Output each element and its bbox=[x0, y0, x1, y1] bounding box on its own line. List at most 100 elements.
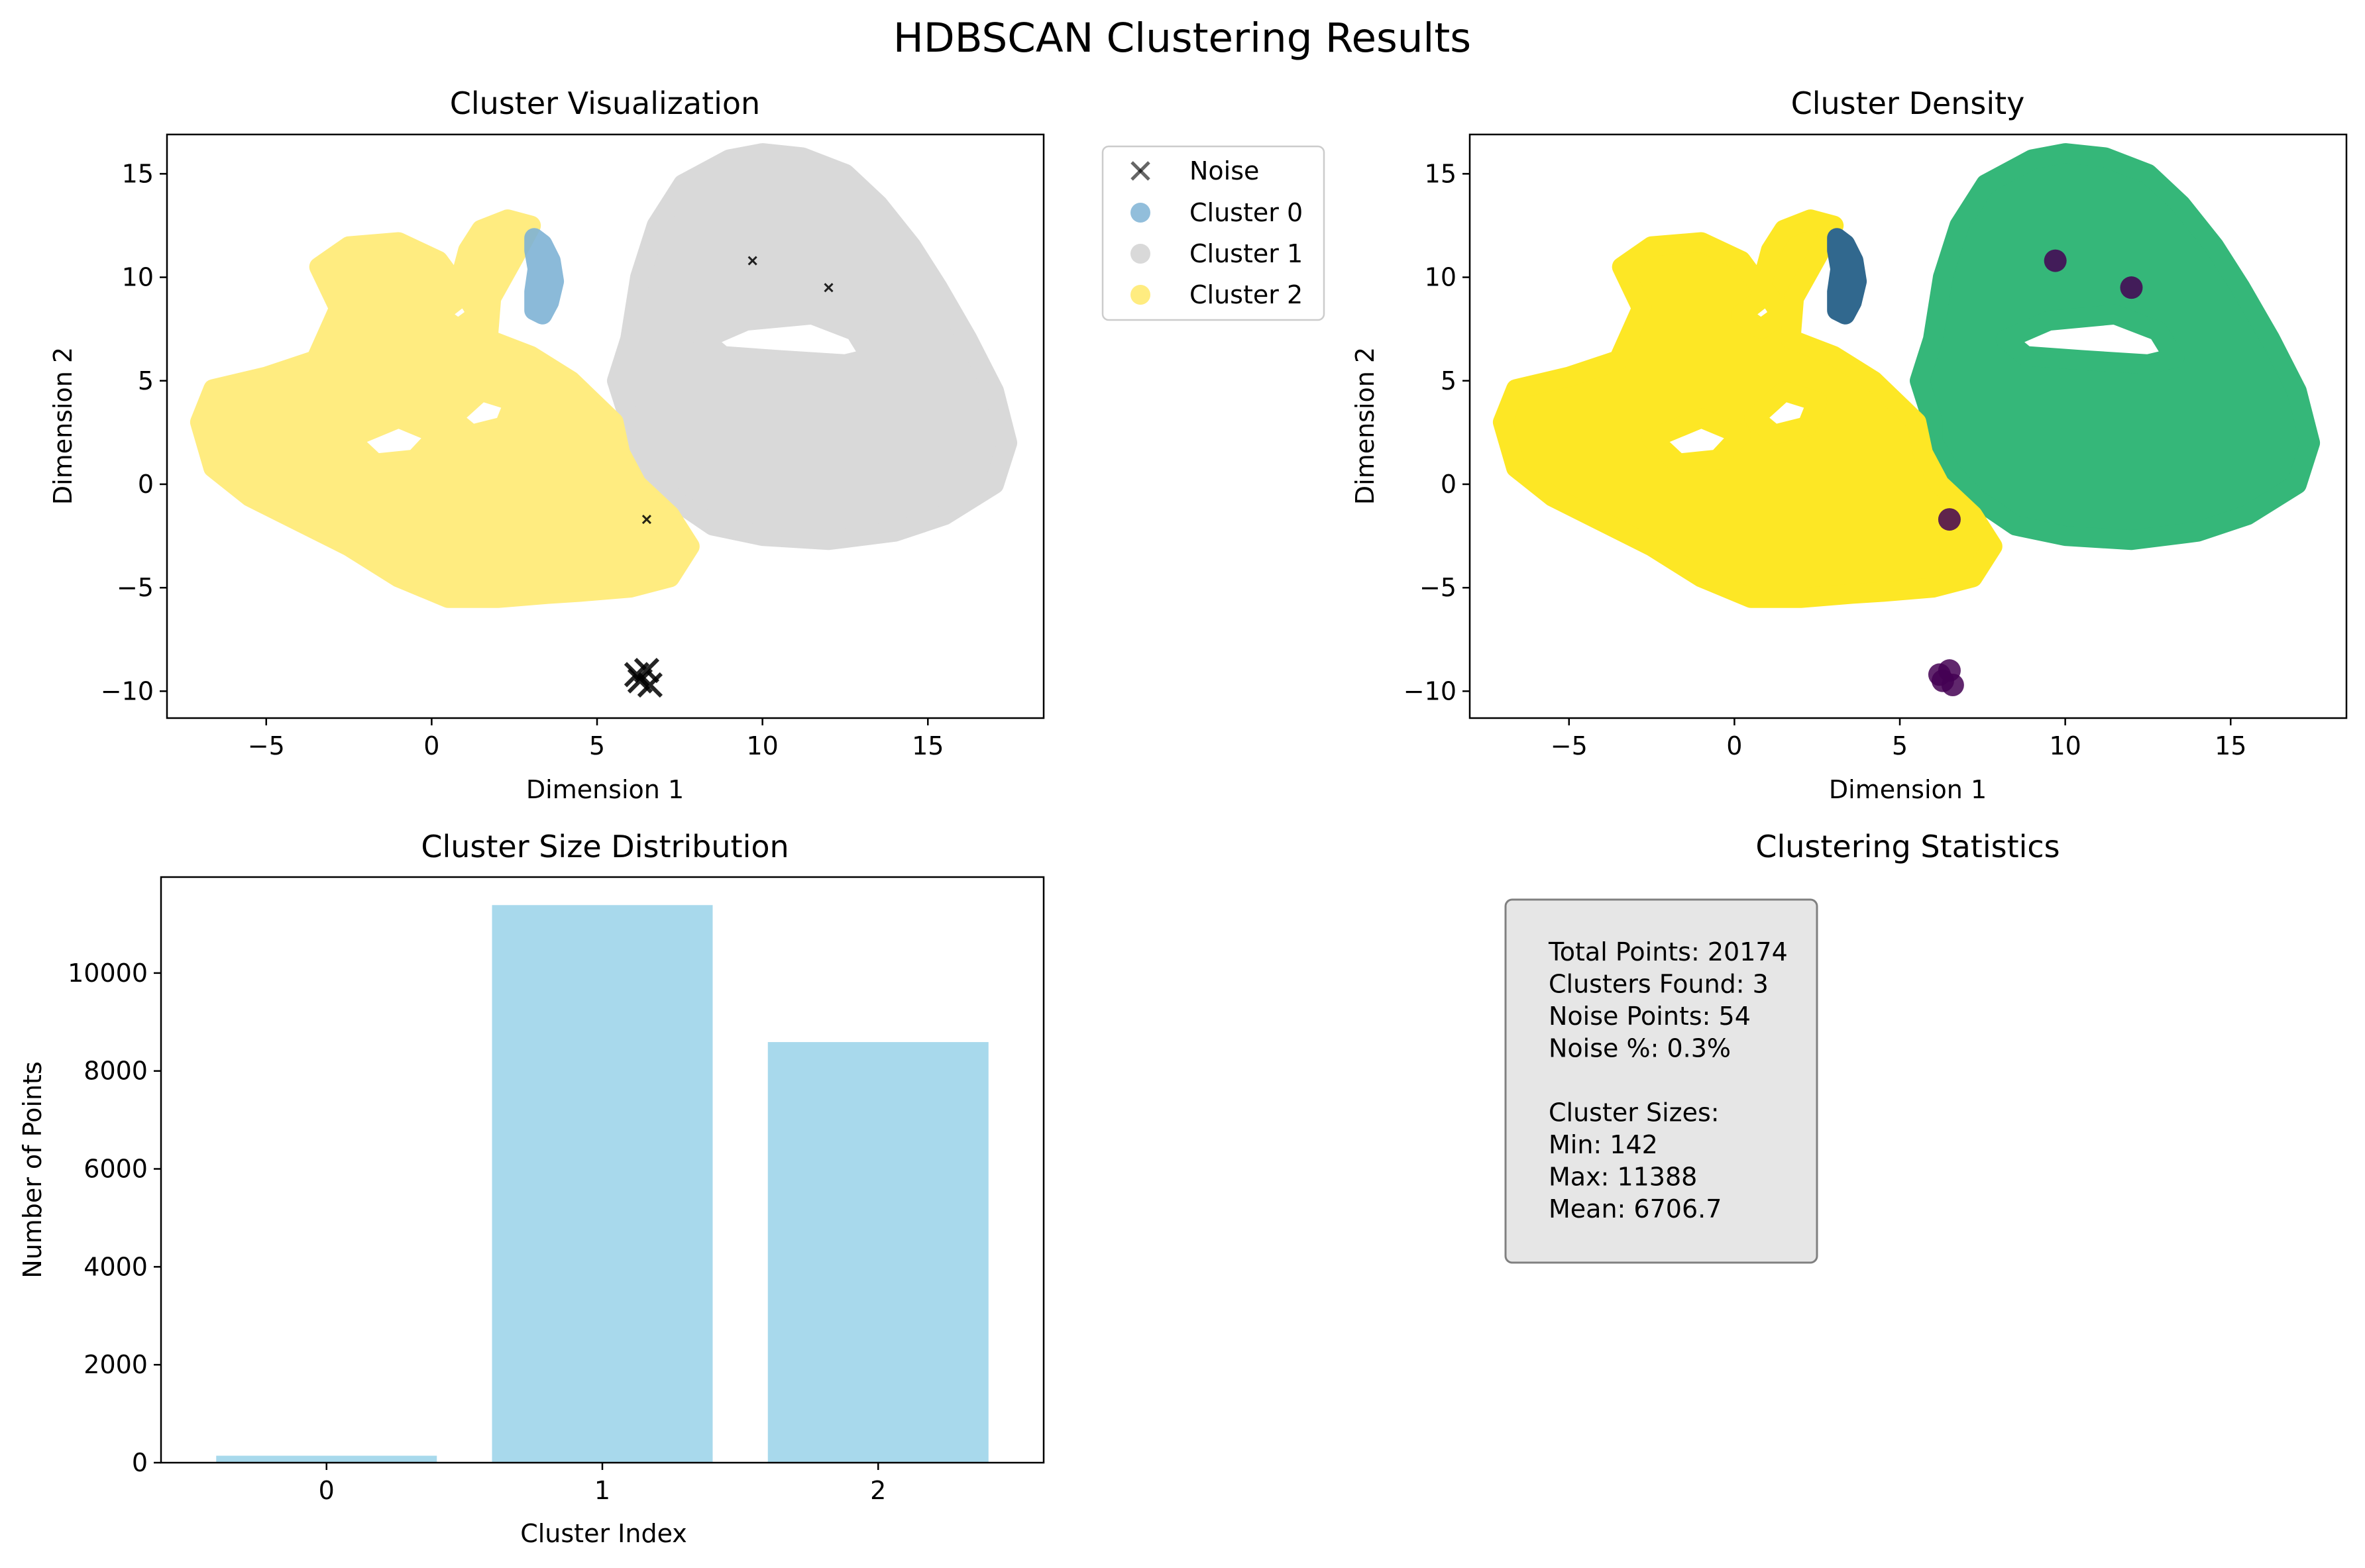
density-xtick-label: 15 bbox=[2215, 731, 2246, 760]
bar-ytick-label: 8000 bbox=[83, 1057, 148, 1086]
visualization-xtick-label: 10 bbox=[746, 731, 778, 760]
cluster-0-marker-icon bbox=[1130, 203, 1150, 223]
noise-point bbox=[641, 515, 651, 525]
bar-ytick-label: 2000 bbox=[83, 1350, 148, 1379]
noise-point bbox=[627, 668, 653, 694]
noise-point bbox=[1938, 508, 1961, 531]
legend-label-cluster-1: Cluster 1 bbox=[1189, 239, 1303, 268]
noise-point bbox=[2044, 249, 2067, 272]
cluster-size-title: Cluster Size Distribution bbox=[421, 829, 789, 864]
bar-xtick-label: 0 bbox=[319, 1476, 335, 1505]
noise-point-stroke bbox=[627, 668, 653, 694]
bar-cluster-2 bbox=[767, 1042, 989, 1463]
visualization-xtick-label: −5 bbox=[248, 731, 285, 760]
noise-point-stroke bbox=[637, 672, 663, 698]
density-ytick-label: 15 bbox=[1425, 159, 1457, 188]
noise-point bbox=[824, 283, 834, 293]
noise-point-stroke bbox=[747, 256, 757, 266]
cluster-density-ticks: −5 0 5 10 15 −10 −5 0 5 10 15 bbox=[1403, 159, 2247, 760]
density-xtick-label: 0 bbox=[1726, 731, 1742, 760]
cluster-density-title: Cluster Density bbox=[1791, 85, 2025, 121]
bar-cluster-0 bbox=[216, 1455, 437, 1463]
legend-label-cluster-0: Cluster 0 bbox=[1189, 198, 1303, 227]
cluster-visualization-plot-area bbox=[190, 143, 1018, 698]
visualization-xtick-label: 15 bbox=[912, 731, 944, 760]
cluster-visualization-title: Cluster Visualization bbox=[450, 85, 760, 121]
cluster-visualization-panel: Cluster Visualization −5 0 5 10 15 −10 −5 0 5 10 1… bbox=[48, 85, 1325, 804]
legend-label-noise: Noise bbox=[1189, 156, 1259, 185]
density-xtick-label: −5 bbox=[1551, 731, 1588, 760]
noise-point bbox=[1931, 669, 1954, 692]
density-ytick-label: −10 bbox=[1403, 676, 1457, 706]
legend-entry-cluster-0: Cluster 0 bbox=[1130, 198, 1303, 227]
density-ytick-label: 0 bbox=[1441, 470, 1457, 499]
noise-point bbox=[2120, 276, 2143, 299]
legend-entry-cluster-1: Cluster 1 bbox=[1130, 239, 1303, 268]
statistics-line: Mean: 6706.7 bbox=[1549, 1194, 1722, 1224]
bar-xtick-label: 2 bbox=[870, 1476, 886, 1505]
statistics-line: Noise %: 0.3% bbox=[1549, 1034, 1731, 1063]
visualization-ytick-label: −5 bbox=[117, 573, 154, 602]
noise-point bbox=[747, 256, 757, 266]
cluster-visualization-ylabel: Dimension 2 bbox=[48, 347, 78, 505]
cluster-1-points bbox=[1910, 143, 2321, 550]
clustering-statistics-title: Clustering Statistics bbox=[1755, 829, 2060, 864]
visualization-xtick-label: 0 bbox=[423, 731, 439, 760]
noise-marker-icon bbox=[1130, 161, 1150, 181]
noise-point-stroke bbox=[641, 515, 651, 525]
visualization-ytick-label: 15 bbox=[122, 159, 154, 188]
cluster-size-ticks: 0 1 2 0 2000 4000 6000 8000 10000 bbox=[68, 959, 886, 1505]
cluster-size-bars bbox=[216, 905, 989, 1463]
statistics-line: Min: 142 bbox=[1549, 1130, 1658, 1159]
bar-ytick-label: 0 bbox=[132, 1448, 148, 1477]
bar-cluster-1 bbox=[492, 905, 713, 1463]
statistics-line: Max: 11388 bbox=[1549, 1163, 1697, 1192]
cluster-density-xlabel: Dimension 1 bbox=[1829, 775, 1987, 804]
cluster-size-ylabel: Number of Points bbox=[18, 1061, 47, 1279]
cluster-visualization-xlabel: Dimension 1 bbox=[526, 775, 684, 804]
statistics-line: Total Points: 20174 bbox=[1548, 937, 1788, 967]
density-xtick-label: 5 bbox=[1892, 731, 1908, 760]
clustering-statistics-panel: Clustering Statistics Total Points: 2017… bbox=[1504, 829, 2060, 1264]
visualization-ytick-label: −10 bbox=[101, 676, 154, 706]
statistics-line: Noise Points: 54 bbox=[1549, 1002, 1751, 1031]
statistics-line: Cluster Sizes: bbox=[1549, 1098, 1720, 1127]
cluster-visualization-axes-frame bbox=[166, 133, 1045, 719]
legend-frame bbox=[1101, 145, 1325, 321]
bar-ytick-label: 4000 bbox=[83, 1252, 148, 1281]
bar-ytick-label: 6000 bbox=[83, 1155, 148, 1184]
visualization-ytick-label: 0 bbox=[138, 470, 154, 499]
visualization-xtick-label: 5 bbox=[589, 731, 605, 760]
cluster-1-marker-icon bbox=[1130, 244, 1150, 264]
cluster-density-panel: Cluster Density −5 0 5 10 15 −10 −5 0 5 10 15 Dime… bbox=[1350, 85, 2348, 804]
cluster-2-points bbox=[1492, 209, 2003, 608]
cluster-legend: Noise Cluster 0 Cluster 1 Cluster 2 bbox=[1101, 145, 1325, 321]
legend-label-cluster-2: Cluster 2 bbox=[1189, 280, 1303, 309]
statistics-line: Clusters Found: 3 bbox=[1549, 970, 1769, 999]
density-xtick-label: 10 bbox=[2049, 731, 2081, 760]
cluster-visualization-ticks: −5 0 5 10 15 −10 −5 0 5 10 15 bbox=[101, 159, 944, 760]
density-ytick-label: 10 bbox=[1425, 263, 1457, 292]
cluster-1-points bbox=[607, 143, 1018, 550]
visualization-ytick-label: 5 bbox=[138, 366, 154, 395]
cluster-2-points bbox=[190, 209, 700, 608]
legend-entry-noise: Noise bbox=[1130, 156, 1259, 185]
cluster-0-points bbox=[524, 228, 565, 325]
bar-ytick-label: 10000 bbox=[68, 959, 148, 988]
cluster-size-panel: Cluster Size Distribution 0 1 2 0 2000 4000 60… bbox=[18, 829, 1045, 1548]
cluster-0-points bbox=[1827, 228, 1867, 325]
cluster-2-marker-icon bbox=[1130, 285, 1150, 305]
density-ytick-label: −5 bbox=[1419, 573, 1457, 602]
legend-entry-cluster-2: Cluster 2 bbox=[1130, 280, 1303, 309]
statistics-box bbox=[1504, 898, 1818, 1264]
figure-title: HDBSCAN Clustering Results bbox=[893, 15, 1471, 62]
bar-xtick-label: 1 bbox=[594, 1476, 610, 1505]
cluster-density-ylabel: Dimension 2 bbox=[1350, 347, 1380, 505]
cluster-density-axes-frame bbox=[1468, 133, 2348, 719]
cluster-density-plot-area bbox=[1492, 143, 2321, 697]
density-ytick-label: 5 bbox=[1441, 366, 1457, 395]
noise-point-stroke bbox=[824, 283, 834, 293]
statistics-lines: Total Points: 20174 Clusters Found: 3 Nois… bbox=[1548, 937, 1788, 1224]
visualization-ytick-label: 10 bbox=[122, 263, 154, 292]
